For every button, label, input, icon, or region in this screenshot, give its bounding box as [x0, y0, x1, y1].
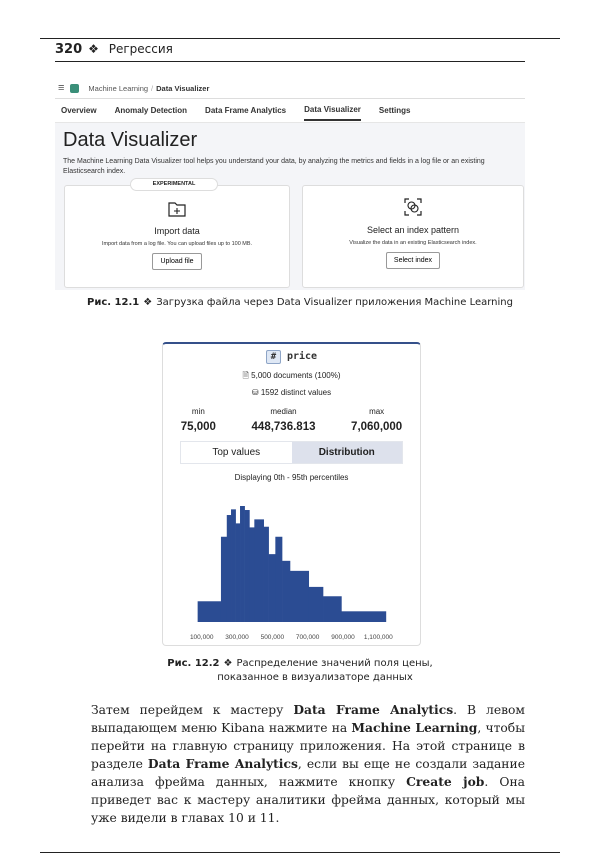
database-icon: ⛁	[251, 388, 259, 397]
number-type-icon: #	[265, 350, 281, 364]
import-data-title: Import data	[154, 226, 200, 236]
text-run: Затем перейдем к мастеру	[91, 703, 294, 717]
distinct-values: ⛁ 1592 distinct values	[251, 388, 332, 397]
histogram-bar-14[interactable]	[308, 586, 324, 622]
tab-distribution[interactable]: Distribution	[291, 442, 402, 463]
caption-label: Рис. 12.1	[87, 297, 140, 308]
median-value: 448,736.813	[251, 421, 316, 433]
bold-term: Create job	[406, 774, 485, 789]
caption-label: Рис. 12.2	[167, 658, 220, 669]
import-data-text: Import data from a log file. You can upl…	[101, 241, 253, 247]
histogram-bar-13[interactable]	[290, 570, 310, 622]
index-pattern-text: Visualize the data in an existing Elasti…	[349, 240, 477, 246]
median-label: median	[270, 407, 297, 416]
breadcrumb-current: Data Visualizer	[156, 83, 210, 93]
field-header: # price	[163, 350, 420, 364]
histogram-bar-10[interactable]	[268, 554, 276, 622]
histogram-bar-5[interactable]	[240, 506, 245, 622]
text-run: . В левом выпадающем меню Kibana нажмите…	[91, 703, 526, 735]
caption-line-1: Распределение значений поля цены,	[236, 658, 433, 669]
select-index-button[interactable]: Select index	[385, 252, 441, 269]
page-number: 320	[55, 42, 83, 57]
breadcrumb-ml[interactable]: Machine Learning	[88, 83, 149, 93]
x-tick-label: 900,000	[331, 634, 355, 641]
histogram-bar-1[interactable]	[220, 536, 228, 622]
menu-icon[interactable]: ≡	[58, 82, 65, 94]
figure-2-field-card: # price 🗎 5,000 documents (100%) ⛁ 1592 d…	[162, 342, 421, 646]
histogram-bar-6[interactable]	[244, 510, 250, 622]
caption-line-2: показанное в визуализаторе данных	[217, 672, 413, 683]
document-icon: 🗎	[242, 371, 249, 380]
index-pattern-title: Select an index pattern	[366, 225, 460, 235]
tab-overview[interactable]: Overview	[61, 106, 97, 115]
index-pattern-icon	[404, 198, 422, 216]
histogram-bar-4[interactable]	[235, 523, 241, 622]
histogram-bar-3[interactable]	[231, 509, 236, 622]
top-bar: ≡ Machine Learning / Data Visualizer	[55, 78, 525, 99]
histogram-bar-7[interactable]	[249, 527, 255, 622]
x-tick-label: 100,000	[190, 634, 214, 641]
page-title: Data Visualizer	[63, 129, 198, 151]
folder-plus-icon	[168, 202, 186, 217]
histogram-bar-15[interactable]	[323, 596, 342, 622]
histogram-chart: 100,000 300,000 500,000 700,000 900,000 1,100…	[190, 506, 393, 641]
histogram-bar-16[interactable]	[341, 611, 387, 622]
histogram-bar-11[interactable]	[275, 536, 283, 622]
min-label: min	[191, 407, 205, 416]
tab-data-frame-analytics[interactable]: Data Frame Analytics	[205, 106, 287, 115]
bold-term: Data Frame Analytics	[147, 756, 298, 771]
text-run: . Она приведет вас к мастеру аналитики ф…	[91, 775, 525, 825]
figure-2-caption: Рис. 12.2 ❖ Распределение значений поля це…	[0, 657, 600, 685]
histogram-bar-2[interactable]	[226, 515, 232, 622]
text-run: , если вы еще не создали задание анализа…	[91, 757, 525, 789]
max-label: max	[369, 407, 385, 416]
figure-1-screenshot: ≡ Machine Learning / Data Visualizer Ove…	[55, 78, 525, 290]
chapter-title: Регрессия	[108, 42, 173, 56]
x-tick-label: 500,000	[261, 634, 285, 641]
histogram-bar-8[interactable]	[254, 519, 264, 622]
page-description: The Machine Learning Data Visualizer too…	[63, 158, 485, 175]
separator-icon: ❖	[88, 42, 99, 56]
min-value: 75,000	[180, 421, 216, 433]
field-name: price	[286, 351, 318, 362]
import-data-card[interactable]: Import data Import data from a log file.…	[64, 185, 290, 288]
index-pattern-card[interactable]: Select an index pattern Visualize the da…	[302, 185, 524, 288]
documents-count: 🗎 5,000 documents (100%)	[242, 371, 341, 380]
summary-stats: min 75,000 median 448,736.813 max 7,060,000	[163, 407, 420, 433]
top-rule	[40, 38, 560, 39]
upload-file-button[interactable]: Upload file	[152, 253, 202, 270]
text-run: , чтобы перейти на главную страницу прил…	[91, 721, 525, 771]
tab-bar: Overview Anomaly Detection Data Frame An…	[55, 99, 525, 123]
x-tick-label: 700,000	[296, 634, 320, 641]
max-value: 7,060,000	[351, 421, 403, 433]
bold-term: Data Frame Analytics	[293, 702, 454, 717]
bold-term: Machine Learning	[351, 720, 478, 735]
histogram-bar-0[interactable]	[197, 601, 222, 622]
space-avatar[interactable]	[70, 83, 80, 93]
tab-top-values[interactable]: Top values	[212, 447, 261, 458]
tab-anomaly-detection[interactable]: Anomaly Detection	[114, 106, 188, 115]
tab-settings[interactable]: Settings	[378, 106, 411, 115]
histogram-bar-12[interactable]	[282, 560, 291, 622]
x-tick-label: 1,100,000	[364, 634, 393, 641]
x-tick-label: 300,000	[225, 634, 249, 641]
body-paragraph: Затем перейдем к мастеру Data Frame Anal…	[91, 701, 525, 827]
caption-text: Загрузка файла через Data Visualizer при…	[156, 297, 513, 308]
experimental-badge: EXPERIMENTAL	[130, 178, 218, 191]
histogram-bar-9[interactable]	[263, 526, 269, 622]
view-toggle: Top values Distribution	[180, 441, 403, 464]
chart-subtitle: Displaying 0th - 95th percentiles	[234, 473, 349, 482]
figure-1-caption: Рис. 12.1 ❖ Загрузка файла через Data Visu…	[87, 297, 513, 308]
tab-data-visualizer[interactable]: Data Visualizer	[304, 100, 361, 121]
header-rule	[55, 61, 525, 62]
bottom-rule	[40, 852, 560, 853]
running-head: 320 ❖ Регрессия	[55, 42, 173, 57]
